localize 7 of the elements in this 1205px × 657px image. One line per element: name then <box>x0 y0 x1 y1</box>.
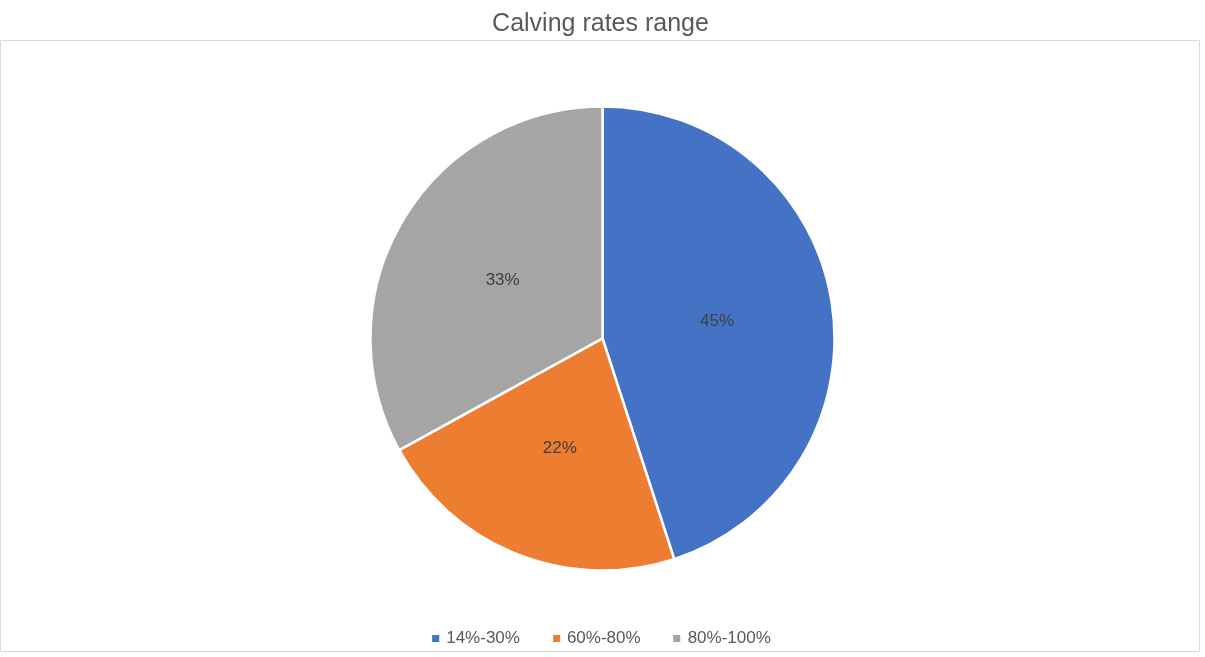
legend-label: 80%-100% <box>687 628 771 648</box>
data-label: 22% <box>542 437 577 457</box>
data-label: 45% <box>700 310 735 330</box>
data-label: 33% <box>485 269 520 289</box>
legend-label: 14%-30% <box>446 628 520 648</box>
chart-title: Calving rates range <box>492 7 709 36</box>
legend-label: 60%-80% <box>566 628 641 648</box>
